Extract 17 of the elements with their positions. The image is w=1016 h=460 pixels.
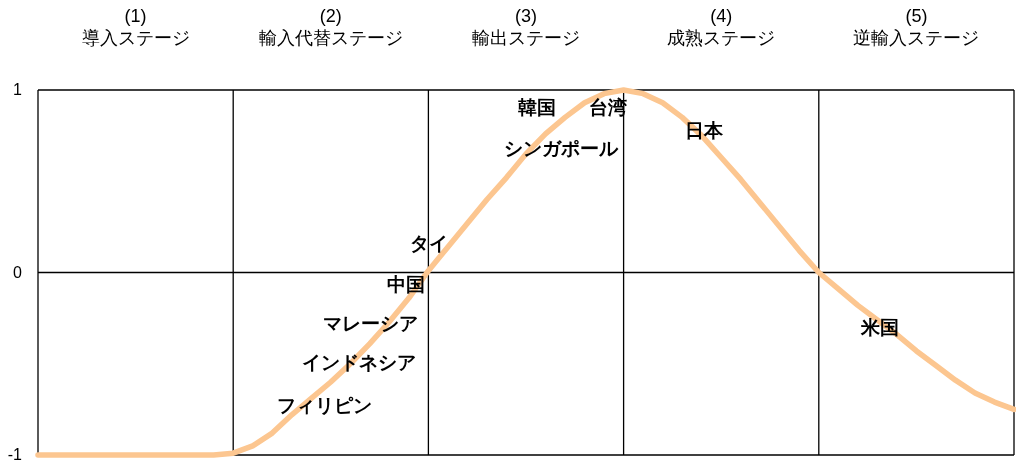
annotation: マレーシア <box>323 313 419 334</box>
annotation: インドネシア <box>302 352 417 373</box>
text: (3) 輸出ステージ <box>472 6 580 48</box>
text: (1) 導入ステージ <box>81 6 190 48</box>
annotation: 日本 <box>684 120 724 141</box>
text: (4) 成熟ステージ <box>667 6 776 48</box>
text: (5) 逆輸入ステージ <box>853 6 980 48</box>
annotation: 韓国 <box>517 97 556 118</box>
text: (2) 輸入代替ステージ <box>258 6 403 48</box>
annotation: フィリピン <box>277 395 373 416</box>
annotation: シンガポール <box>504 138 620 159</box>
annotation: 中国 <box>386 274 425 295</box>
annotation: タイ <box>410 233 449 254</box>
y-tick-label: 1 <box>13 81 23 98</box>
annotation: 米国 <box>860 317 900 338</box>
y-tick-label: -1 <box>7 446 23 460</box>
y-tick-label: 0 <box>13 263 23 281</box>
